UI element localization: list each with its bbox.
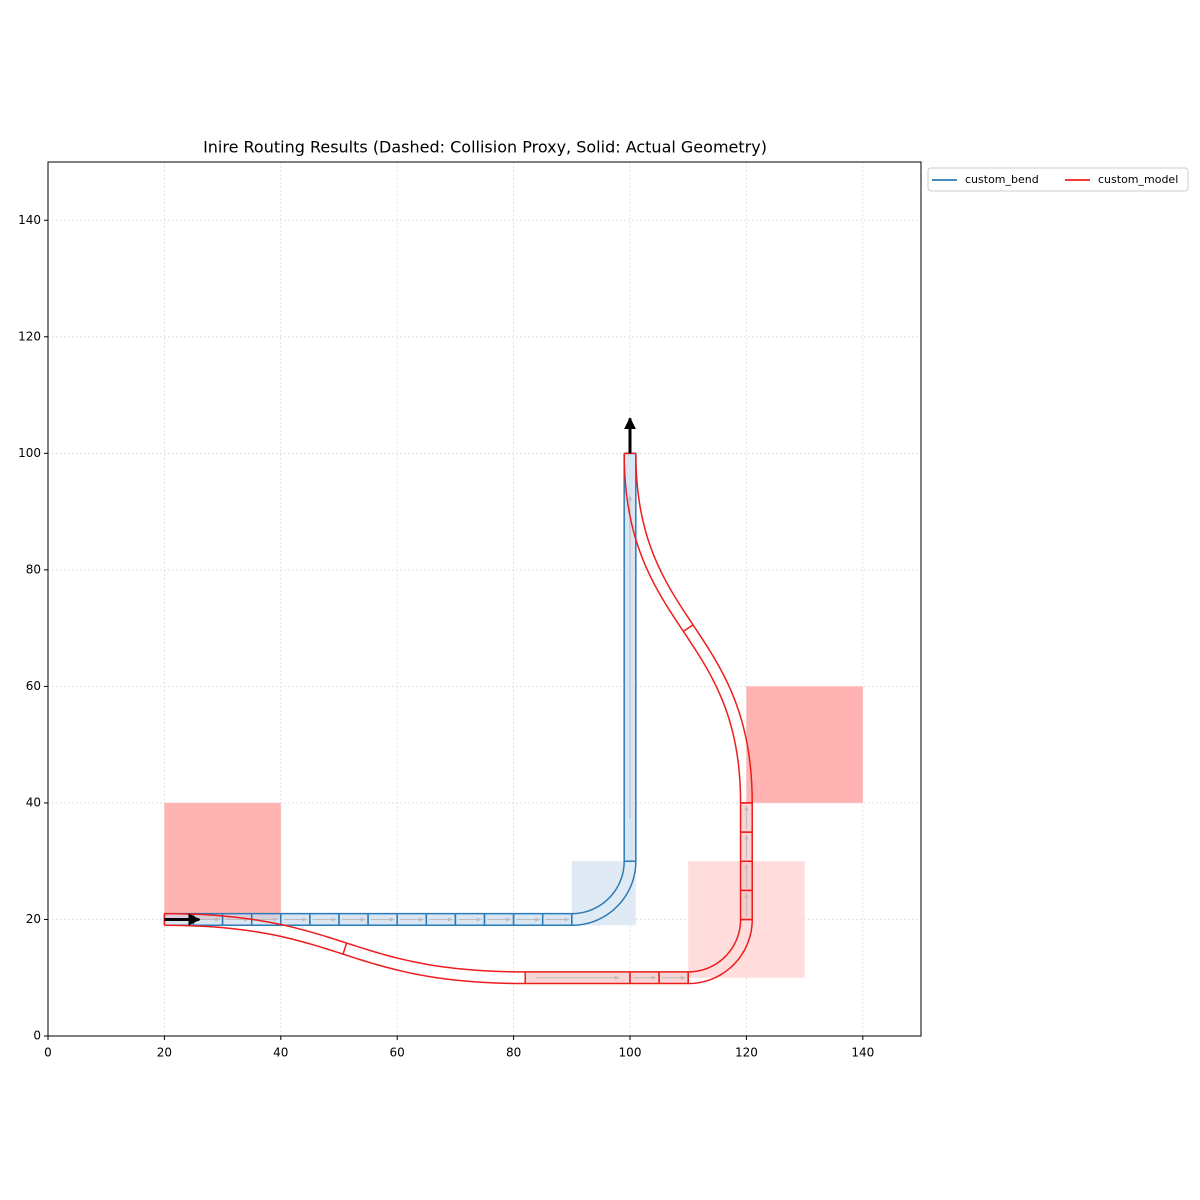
obstacle [746, 686, 863, 803]
waveguide-segment [454, 912, 486, 927]
y-tick-label: 0 [33, 1029, 41, 1043]
collision-proxy [571, 861, 636, 926]
waveguide-segment [623, 452, 753, 804]
waveguide-segment [338, 912, 369, 927]
x-tick-label: 60 [390, 1046, 405, 1060]
x-tick-label: 0 [44, 1046, 52, 1060]
waveguide-segment [280, 912, 311, 927]
waveguide-segment [221, 912, 253, 927]
y-tick-label: 20 [26, 912, 41, 926]
waveguide-segment [524, 971, 631, 985]
legend-box [927, 167, 1189, 192]
x-tick-label: 100 [619, 1046, 642, 1060]
plot-frame [47, 161, 922, 1037]
y-tick-label: 60 [26, 679, 41, 693]
waveguide-segment [623, 452, 637, 862]
waveguide-segment [192, 912, 224, 927]
waveguide-segment [658, 971, 689, 985]
waveguide-segment [250, 912, 282, 927]
x-tick-label: 140 [851, 1046, 874, 1060]
waveguide-segment [367, 912, 398, 927]
x-tick-label: 40 [273, 1046, 288, 1060]
y-tick-label: 120 [18, 329, 41, 343]
chart-title: Inire Routing Results (Dashed: Collision… [203, 138, 767, 157]
waveguide-segment [629, 971, 660, 985]
y-tick-label: 40 [26, 795, 41, 809]
x-tick-label: 120 [735, 1046, 758, 1060]
x-tick-label: 20 [157, 1046, 172, 1060]
waveguide-segment [425, 912, 457, 927]
waveguide-segment [739, 860, 753, 892]
waveguide-segment [739, 802, 753, 833]
waveguide-segment [739, 831, 753, 862]
y-tick-label: 140 [18, 213, 41, 227]
legend-label: custom_bend [965, 173, 1039, 186]
waveguide-segment [512, 912, 544, 927]
waveguide-segment [687, 918, 753, 985]
legend-label: custom_model [1098, 173, 1178, 186]
x-tick-label: 80 [506, 1046, 521, 1060]
obstacle [164, 802, 281, 920]
waveguide-segment [739, 889, 753, 921]
y-tick-label: 100 [18, 446, 41, 460]
waveguide-segment [309, 912, 340, 927]
y-tick-label: 80 [26, 562, 41, 576]
waveguide-segment [396, 912, 428, 927]
waveguide-segment [541, 912, 573, 927]
waveguide-segment [571, 860, 637, 927]
waveguide-segment [483, 912, 515, 927]
